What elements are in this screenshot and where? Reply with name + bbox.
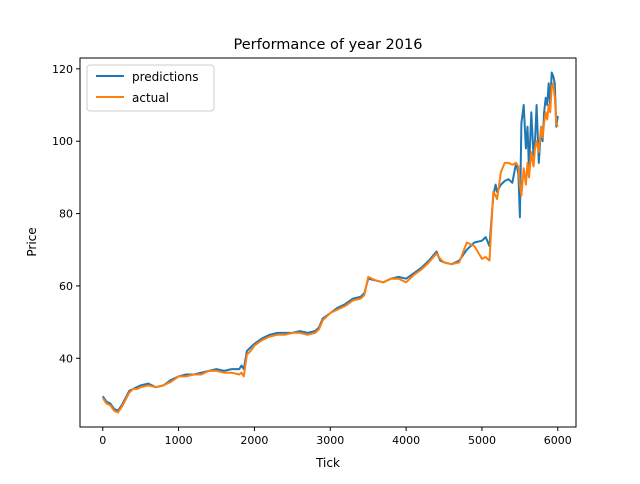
series-line-actual: [101, 82, 559, 414]
legend: predictions actual: [86, 64, 215, 112]
y-tick-label: 120: [52, 63, 73, 76]
y-tick-label: 40: [59, 352, 73, 365]
y-tick-label: 100: [52, 135, 73, 148]
plot-lines: [101, 71, 559, 414]
x-tick-label: 5000: [468, 434, 496, 447]
x-tick-label: 3000: [316, 434, 344, 447]
legend-label-actual: actual: [132, 91, 169, 105]
axis-ticks: 0 1000 2000 3000 4000 5000 6000 40 60 80 100 120: [52, 63, 572, 447]
legend-label-predictions: predictions: [132, 70, 198, 84]
x-tick-label: 6000: [544, 434, 572, 447]
x-tick-label: 2000: [240, 434, 268, 447]
y-axis-label: Price: [25, 227, 39, 256]
plot-frame: [79, 57, 577, 428]
chart-title: Performance of year 2016: [234, 37, 423, 53]
x-tick-label: 4000: [392, 434, 420, 447]
x-tick-label: 1000: [165, 434, 193, 447]
y-tick-label: 80: [59, 208, 73, 221]
x-axis-label: Tick: [315, 456, 340, 470]
x-tick-label: 0: [99, 434, 106, 447]
y-tick-label: 60: [59, 280, 73, 293]
